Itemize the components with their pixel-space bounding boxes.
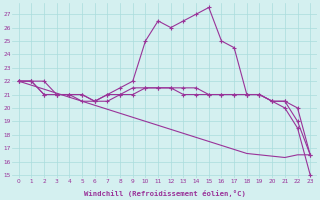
X-axis label: Windchill (Refroidissement éolien,°C): Windchill (Refroidissement éolien,°C) bbox=[84, 190, 245, 197]
